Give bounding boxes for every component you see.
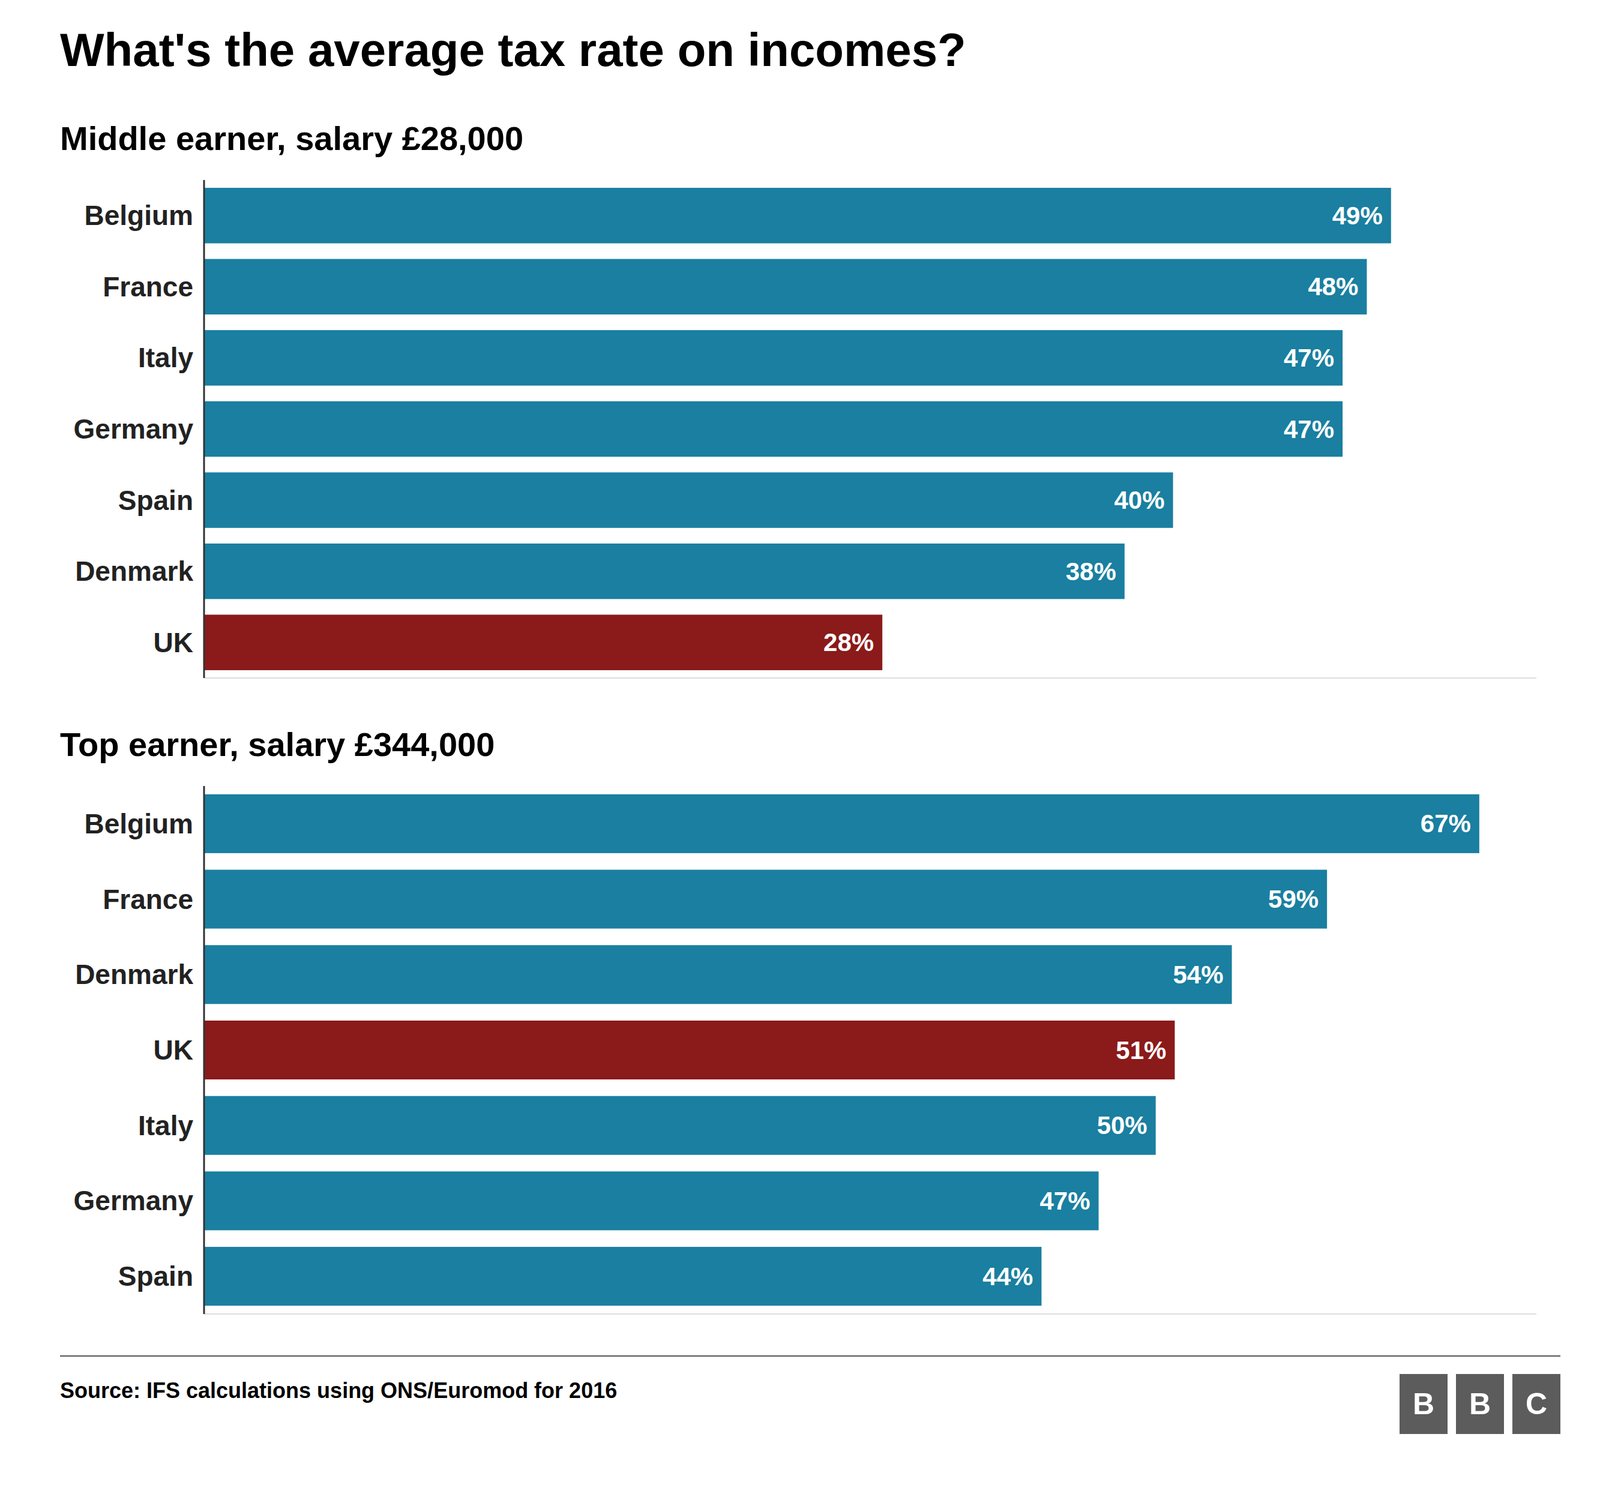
data-label: 47% (1040, 1187, 1091, 1216)
data-label: 28% (823, 628, 874, 657)
x-axis-line (204, 1313, 1537, 1315)
chart-subtitle: Top earner, salary £344,000 (60, 725, 495, 764)
category-label: UK (153, 627, 194, 659)
data-label: 40% (1113, 486, 1165, 515)
bars (204, 794, 1480, 1306)
data-label: 51% (1115, 1036, 1167, 1065)
bar (204, 870, 1327, 930)
data-label: 49% (1332, 201, 1383, 230)
category-label: Belgium (84, 199, 194, 232)
bar (204, 1247, 1042, 1306)
data-label: 59% (1268, 885, 1319, 914)
data-label: 54% (1173, 960, 1224, 990)
bar (204, 259, 1367, 315)
logo-letter: B (1469, 1387, 1491, 1422)
logo-box (1399, 1374, 1448, 1435)
x-axis-line (204, 677, 1537, 679)
category-label: Spain (118, 484, 194, 517)
bar (204, 187, 1392, 244)
y-axis-line (203, 180, 206, 679)
labels: Belgium 49% France 48% Italy 47% Germany 47% Spa… (73, 199, 1383, 658)
bar (204, 614, 883, 670)
data-label: 48% (1307, 272, 1359, 301)
category-label: France (102, 884, 194, 916)
category-label: Italy (138, 1110, 194, 1142)
chart-canvas: What's the average tax rate on incomes? M… (0, 0, 1600, 1500)
category-label: UK (153, 1034, 194, 1066)
labels: Belgium 67% France 59% Denmark 54% UK 51% Italy 5… (73, 808, 1471, 1293)
bar (204, 1020, 1175, 1080)
logo-letter: B (1412, 1387, 1435, 1422)
bar (204, 1096, 1156, 1156)
category-label: Belgium (84, 808, 194, 840)
bar (204, 472, 1174, 528)
bar (204, 401, 1343, 457)
category-label: Germany (73, 413, 194, 445)
chart-title: What's the average tax rate on incomes? (60, 23, 967, 77)
logo-letter: C (1525, 1387, 1548, 1422)
logo-box (1455, 1374, 1504, 1435)
data-label: 67% (1420, 809, 1471, 838)
data-label: 44% (982, 1262, 1033, 1291)
category-label: Spain (118, 1260, 194, 1293)
background (0, 0, 1600, 1500)
bar (204, 330, 1343, 386)
category-label: Italy (138, 342, 194, 374)
separator (60, 1355, 1561, 1357)
bar (204, 945, 1233, 1005)
bar (204, 794, 1480, 854)
logo-box (1512, 1374, 1561, 1435)
data-label: 38% (1065, 557, 1117, 586)
chart-subtitle: Middle earner, salary £28,000 (60, 119, 524, 158)
source-note: Source: IFS calculations using ONS/Eurom… (60, 1378, 617, 1404)
y-axis-line (203, 786, 206, 1315)
data-label: 50% (1097, 1111, 1148, 1140)
data-label: 47% (1283, 343, 1335, 373)
bar (204, 543, 1125, 599)
data-label: 47% (1283, 415, 1335, 444)
bar (204, 1171, 1099, 1231)
bars (204, 187, 1392, 671)
category-label: Denmark (75, 555, 194, 587)
category-label: France (102, 271, 194, 303)
category-label: Germany (73, 1185, 194, 1217)
category-label: Denmark (75, 959, 194, 991)
